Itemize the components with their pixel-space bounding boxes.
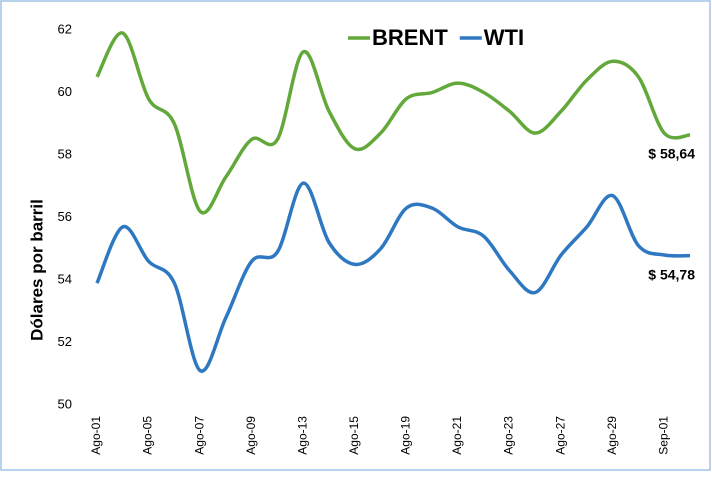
x-tick-label: Sep-01 xyxy=(656,416,670,455)
value-label: $ 54,78 xyxy=(648,266,695,282)
x-tick-label: Ago-27 xyxy=(553,416,567,455)
y-axis-label: Dólares por barril xyxy=(27,199,46,341)
y-tick-label: 54 xyxy=(58,271,72,286)
x-tick-label: Ago-19 xyxy=(399,416,413,455)
legend-label: WTI xyxy=(484,25,524,50)
x-tick-label: Ago-29 xyxy=(605,416,619,455)
value-label: $ 58,64 xyxy=(648,146,695,162)
y-tick-label: 50 xyxy=(58,396,72,411)
legend-label: BRENT xyxy=(372,25,448,50)
y-tick-label: 62 xyxy=(58,21,72,36)
x-tick-label: Ago-01 xyxy=(89,416,103,455)
y-tick-label: 56 xyxy=(58,209,72,224)
x-tick-label: Ago-21 xyxy=(450,416,464,455)
x-tick-label: Ago-23 xyxy=(502,416,516,455)
y-tick-label: 60 xyxy=(58,84,72,99)
x-tick-label: Ago-05 xyxy=(141,416,155,455)
x-tick-label: Ago-15 xyxy=(347,416,361,455)
series-line xyxy=(95,181,691,373)
x-tick-label: Ago-13 xyxy=(295,416,309,455)
x-tick-label: Ago-09 xyxy=(244,416,258,455)
y-tick-label: 58 xyxy=(58,146,72,161)
y-tick-label: 52 xyxy=(58,334,72,349)
x-tick-label: Ago-07 xyxy=(192,416,206,455)
series-line xyxy=(95,31,691,215)
